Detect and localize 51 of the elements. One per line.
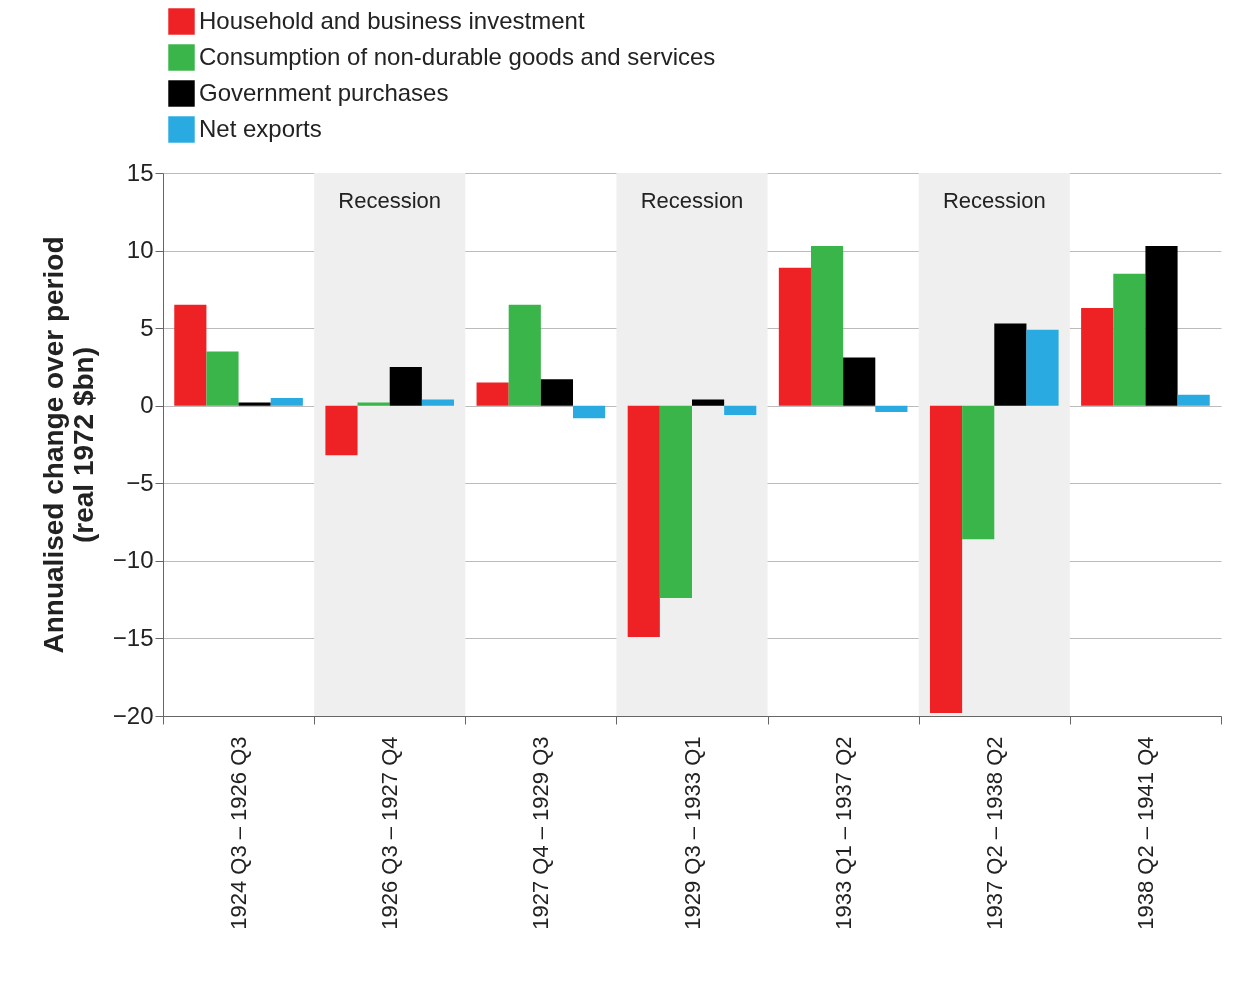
bar — [994, 323, 1027, 406]
bar — [1113, 273, 1146, 406]
y-tick-label: −20 — [112, 701, 154, 729]
x-tick-label: 1927 Q4 – 1929 Q3 — [528, 736, 554, 930]
bar — [810, 245, 844, 406]
legend-label: Government purchases — [199, 78, 449, 106]
bar — [389, 366, 422, 406]
legend-label: Net exports — [199, 114, 322, 142]
y-tick-label: −10 — [112, 546, 154, 574]
bar — [692, 399, 725, 406]
x-tick-label: 1929 Q3 – 1933 Q1 — [679, 736, 705, 930]
y-tick-label: 5 — [140, 313, 154, 341]
bar — [325, 405, 358, 456]
band-label: Recession — [640, 188, 744, 213]
x-tick-label: 1933 Q1 – 1937 Q2 — [830, 736, 856, 930]
bar — [778, 267, 811, 406]
bar — [1081, 307, 1114, 406]
bar — [875, 405, 908, 412]
band-label: Recession — [942, 188, 1046, 213]
x-tick-label: 1937 Q2 – 1938 Q2 — [981, 736, 1007, 930]
x-tick-label: 1924 Q3 – 1926 Q3 — [226, 736, 252, 930]
bar — [843, 357, 876, 406]
y-axis-title: Annualised change over period (real 1972 $bn) — [37, 236, 99, 654]
bar — [962, 405, 995, 540]
band-label: Recession — [338, 188, 442, 213]
bar — [1026, 329, 1059, 406]
legend-label: Consumption of non-durable goods and services — [199, 42, 716, 70]
bar — [238, 402, 271, 406]
bar — [174, 304, 207, 406]
bar — [1177, 394, 1210, 406]
bar — [206, 351, 239, 406]
bar — [929, 405, 963, 713]
bar — [357, 402, 390, 406]
y-tick-label: 15 — [126, 158, 154, 186]
legend-label: Household and business investment — [199, 6, 585, 34]
y-tick-label: 10 — [126, 236, 154, 264]
bar — [659, 405, 692, 599]
bar — [1145, 245, 1178, 406]
x-tick-label: 1926 Q3 – 1927 Q4 — [377, 736, 403, 930]
y-tick-label: 0 — [140, 391, 154, 419]
bar — [540, 379, 574, 406]
bar — [476, 382, 509, 406]
bar — [627, 405, 660, 637]
bar — [573, 405, 606, 419]
y-tick-label: −5 — [126, 468, 154, 496]
y-tick-label: −15 — [112, 623, 154, 651]
bar — [270, 397, 303, 406]
bar — [421, 399, 455, 406]
bar — [508, 304, 541, 406]
x-tick-label: 1938 Q2 – 1941 Q4 — [1132, 736, 1158, 930]
bar — [724, 405, 757, 416]
